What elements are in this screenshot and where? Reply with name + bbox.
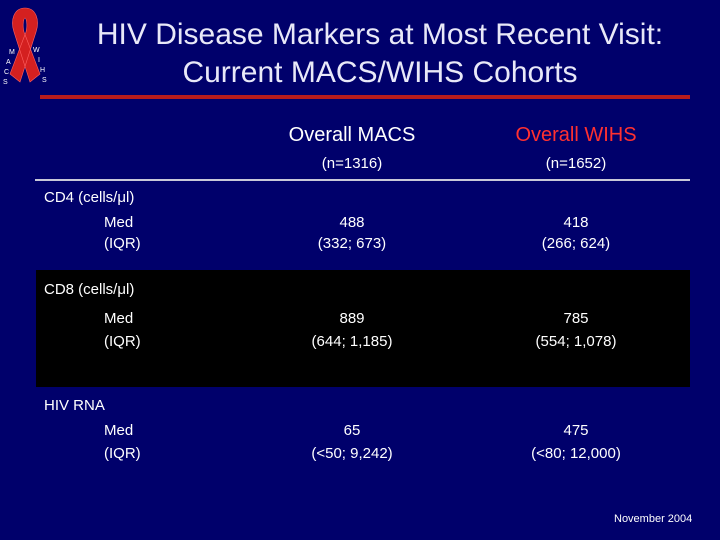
footer-date: November 2004 [614, 513, 693, 525]
cd8-macs-med: 889 [339, 310, 365, 327]
section-label-cd8: CD8 (cells/μl) [44, 281, 135, 298]
header-divider [35, 179, 690, 181]
svg-text:H: H [40, 67, 45, 74]
cd8-wihs-iqr: (554; 1,078) [535, 333, 617, 350]
title-line-2: Current MACS/WIHS Cohorts [182, 56, 578, 89]
svg-text:W: W [33, 47, 40, 54]
section-label-hiv-rna: HIV RNA [44, 397, 105, 414]
red-ribbon-icon: M A C S W I H S [3, 7, 47, 86]
svg-text:A: A [6, 59, 11, 66]
title-divider [40, 95, 690, 99]
row-label-iqr: (IQR) [104, 445, 141, 462]
cd4-macs-iqr: (332; 673) [317, 235, 387, 252]
cd4-wihs-med: 418 [563, 214, 589, 231]
row-label-med: Med [104, 422, 134, 439]
column-n-macs: (n=1316) [321, 155, 383, 172]
cd4-macs-med: 488 [339, 214, 365, 231]
rna-macs-med: 65 [343, 422, 361, 439]
row-label-med: Med [104, 310, 134, 327]
row-label-med: Med [104, 214, 134, 231]
section-label-cd4: CD4 (cells/μl) [44, 189, 135, 206]
page-title: HIV Disease Markers at Most Recent Visit… [40, 16, 720, 92]
cd8-wihs-med: 785 [563, 310, 589, 327]
row-label-iqr: (IQR) [104, 235, 141, 252]
column-n-wihs: (n=1652) [545, 155, 607, 172]
rna-wihs-med: 475 [563, 422, 589, 439]
column-header-macs: Overall MACS [288, 124, 416, 146]
cd4-wihs-iqr: (266; 624) [541, 235, 611, 252]
row-label-iqr: (IQR) [104, 333, 141, 350]
svg-text:C: C [4, 69, 9, 76]
highlight-band [36, 270, 690, 387]
svg-text:S: S [42, 77, 47, 84]
svg-text:M: M [9, 49, 15, 56]
title-line-1: HIV Disease Markers at Most Recent Visit… [96, 18, 664, 51]
cd8-macs-iqr: (644; 1,185) [311, 333, 393, 350]
rna-wihs-iqr: (<80; 12,000) [531, 445, 621, 462]
svg-text:I: I [38, 57, 40, 64]
rna-macs-iqr: (<50; 9,242) [311, 445, 393, 462]
column-header-wihs: Overall WIHS [515, 124, 637, 146]
svg-text:S: S [3, 79, 8, 86]
